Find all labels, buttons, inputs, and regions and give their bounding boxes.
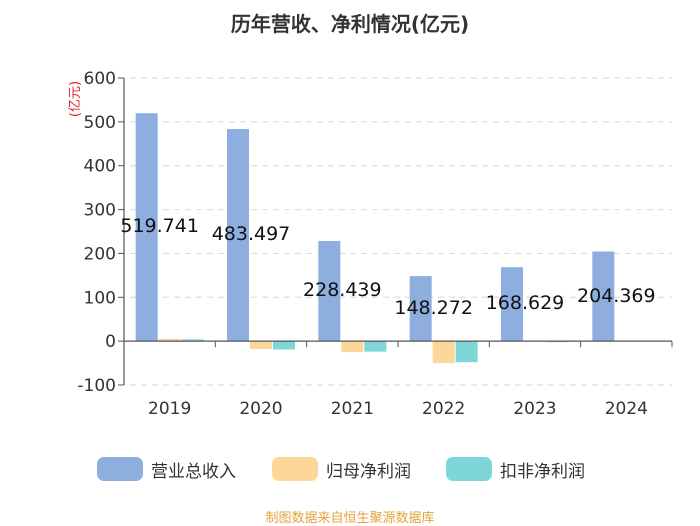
x-tick-label: 2024 (605, 399, 648, 419)
deducted-profit-bar (273, 341, 295, 350)
x-tick-label: 2020 (239, 399, 282, 419)
deducted-profit-bar (364, 341, 387, 352)
data-label: 168.629 (486, 292, 565, 314)
legend-label-revenue: 营业总收入 (151, 461, 236, 482)
legend-item-net-profit[interactable]: 归母净利润 (272, 452, 411, 486)
net-profit-bar (250, 341, 272, 350)
deducted-profit-bar (455, 341, 478, 363)
y-tick-label: 300 (84, 201, 116, 221)
x-tick-label: 2023 (513, 399, 556, 419)
data-label: 519.741 (120, 215, 199, 237)
data-label: 148.272 (394, 297, 473, 319)
y-tick-label: -100 (77, 376, 116, 396)
y-tick-label: 100 (84, 288, 116, 308)
legend-label-deducted-profit: 扣非净利润 (500, 461, 585, 482)
y-tick-label: 0 (105, 332, 116, 352)
x-tick-label: 2021 (331, 399, 374, 419)
y-tick-label: 200 (84, 244, 116, 264)
legend-item-deducted-profit[interactable]: 扣非净利润 (446, 452, 585, 486)
data-label: 228.439 (303, 279, 382, 301)
legend-swatch-revenue (97, 457, 143, 481)
source-note: 制图数据来自恒生聚源数据库 (265, 511, 435, 526)
x-tick-label: 2022 (422, 399, 465, 419)
data-label: 483.497 (212, 223, 291, 245)
net-profit-bar (158, 338, 181, 342)
legend-item-revenue[interactable]: 营业总收入 (97, 452, 236, 486)
revenue-bar (135, 113, 158, 342)
deducted-profit-bar (181, 339, 204, 342)
legend-label-net-profit: 归母净利润 (326, 461, 411, 482)
net-profit-bar (341, 341, 364, 353)
revenue-bar (318, 240, 341, 342)
legend-swatch-net-profit (272, 457, 318, 481)
revenue-bar (227, 129, 249, 342)
legend-swatch-deducted-profit (446, 457, 492, 481)
revenue-bar (409, 276, 432, 342)
bar-layer (135, 113, 615, 364)
legend: 营业总收入 归母净利润 扣非净利润 (0, 452, 700, 486)
y-tick-label: 600 (84, 69, 116, 89)
revenue-bar (501, 267, 523, 342)
label-layer: 519.741 483.497 228.439 148.272 168.629 204.3… (120, 215, 655, 319)
y-axis-unit-label: (亿元) (68, 81, 83, 117)
grid-layer (130, 77, 672, 386)
axis-layer: -100 0 100 200 300 400 500 600(亿元) 2019 2020 2021 2… (68, 69, 673, 419)
x-tick-label: 2019 (148, 399, 191, 419)
revenue-bar (592, 251, 615, 342)
data-label: 204.369 (577, 285, 656, 307)
y-tick-label: 400 (84, 157, 116, 177)
y-tick-label: 500 (84, 113, 116, 133)
net-profit-bar (432, 341, 455, 364)
chart-title: 历年营收、净利情况(亿元) (230, 12, 470, 36)
